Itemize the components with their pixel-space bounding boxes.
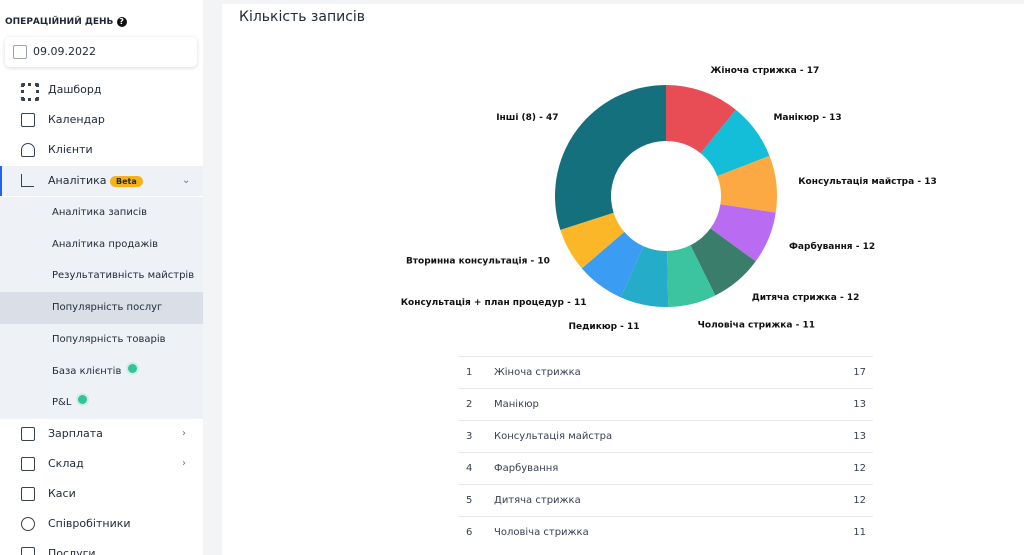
submenu-label: Аналітика записів xyxy=(52,207,147,218)
menu-label: Зарплата xyxy=(48,427,103,440)
slice xyxy=(717,155,777,213)
submenu-item[interactable]: Аналітика продажів xyxy=(0,229,203,261)
menu-item[interactable]: Клієнти xyxy=(0,135,203,165)
menu-label: Аналітика Beta xyxy=(48,166,143,197)
count: 11 xyxy=(853,527,866,539)
submenu-item[interactable]: База клієнтів xyxy=(0,356,203,388)
slice-label: Дитяча стрижка - 12 xyxy=(752,293,860,303)
top-bar xyxy=(222,0,1024,4)
count: 13 xyxy=(853,431,866,442)
row-index: 5 xyxy=(466,495,473,506)
table-row: 5 Дитяча стрижка 12 xyxy=(458,484,873,517)
slice xyxy=(555,85,666,230)
slice-label: Манікюр - 13 xyxy=(773,112,841,123)
submenu-item[interactable]: Популярність товарів xyxy=(0,324,203,356)
service-name: Манікюр xyxy=(494,399,539,410)
table-row: 2 Манікюр 13 xyxy=(458,388,873,421)
row-index: 4 xyxy=(466,463,473,474)
date-picker[interactable]: 09.09.2022 xyxy=(5,37,197,67)
slice-label: Інші (8) - 47 xyxy=(496,112,558,123)
section-title: ОПЕРАЦІЙНИЙ ДЕНЬ ? xyxy=(5,17,127,27)
submenu-label: Популярність послуг xyxy=(52,302,163,313)
menu-label-text: Аналітика xyxy=(48,174,107,187)
menu-label: Послуги xyxy=(48,547,96,555)
submenu-item[interactable]: P&L xyxy=(0,387,203,419)
menu-label: Дашборд xyxy=(48,83,102,96)
menu-label: Каси xyxy=(48,487,76,500)
submenu-label: P&L xyxy=(52,397,72,408)
menu-item[interactable]: Календар xyxy=(0,105,203,135)
slice xyxy=(690,228,756,296)
slice-label: Консультація + план процедур - 11 xyxy=(401,297,587,308)
date: 09.09.2022 xyxy=(33,45,96,58)
submenu-label: Результативність майстрів xyxy=(52,270,195,281)
menu-item[interactable]: Дашборд xyxy=(0,75,203,105)
section-title-text: ОПЕРАЦІЙНИЙ ДЕНЬ xyxy=(5,17,114,27)
row-index: 1 xyxy=(466,367,473,378)
slice-label: Вторинна консультація - 10 xyxy=(406,255,550,266)
submenu-label: Аналітика продажів xyxy=(52,239,159,250)
service-name: Чоловіча стрижка xyxy=(494,527,589,539)
menu-item[interactable]: Аналітика Beta ⌄ xyxy=(0,166,203,196)
table: 1 Жіноча стрижка 17 2 Манікюр 13 3 Консультація… xyxy=(458,356,873,549)
service-name: Фарбування xyxy=(494,463,559,474)
sidebar: ОПЕРАЦІЙНИЙ ДЕНЬ ? 09.09.2022 Дашборд Ка… xyxy=(0,0,203,555)
count: 12 xyxy=(853,463,866,474)
menu-label: Склад xyxy=(48,457,84,470)
submenu-item[interactable]: Аналітика записів xyxy=(0,197,203,229)
service-name: Консультація майстра xyxy=(494,431,613,442)
donut-chart: Жіноча стрижка - 17 Манікюр - 13 Консульта… xyxy=(401,65,937,332)
row-index: 6 xyxy=(466,527,473,539)
slice-label: Педикюр - 11 xyxy=(569,322,640,332)
menu-item[interactable]: Зарплата › xyxy=(0,419,203,449)
menu-item[interactable]: Співробітники xyxy=(0,509,203,539)
submenu-item-selected[interactable]: Популярність послуг xyxy=(0,292,203,324)
menu-item[interactable]: Склад › xyxy=(0,449,203,479)
slice-label: Фарбування - 12 xyxy=(789,241,875,252)
count: 13 xyxy=(853,399,866,410)
slice-label: Жіноча стрижка - 17 xyxy=(710,65,819,76)
slice xyxy=(620,246,669,307)
gutter xyxy=(203,0,222,555)
row-index: 3 xyxy=(466,431,473,442)
service-name: Дитяча стрижка xyxy=(494,495,581,506)
page-title: Кількість записів xyxy=(239,9,366,25)
menu-item[interactable]: Послуги xyxy=(0,539,203,555)
row-index: 2 xyxy=(466,399,473,410)
slice xyxy=(560,212,625,269)
menu-label: Клієнти xyxy=(48,143,93,156)
table-row: 3 Консультація майстра 13 xyxy=(458,420,873,453)
slice xyxy=(667,245,716,307)
service-name: Жіноча стрижка xyxy=(494,367,581,378)
table-row: 6 Чоловіча стрижка 11 xyxy=(458,516,873,549)
submenu-label: Популярність товарів xyxy=(52,334,166,345)
menu-item[interactable]: Каси xyxy=(0,479,203,509)
table-row: 4 Фарбування 12 xyxy=(458,452,873,485)
slice xyxy=(710,204,776,262)
slice xyxy=(666,85,736,154)
menu-label: Співробітники xyxy=(48,517,131,530)
slice xyxy=(700,109,770,177)
slice-label: Консультація майстра - 13 xyxy=(798,176,937,187)
submenu-item[interactable]: Результативність майстрів xyxy=(0,260,203,292)
table-row: 1 Жіноча стрижка 17 xyxy=(458,356,873,389)
count: 17 xyxy=(853,367,866,378)
count: 12 xyxy=(853,495,866,506)
slice-label: Чоловіча стрижка - 11 xyxy=(698,320,815,331)
submenu-label: База клієнтів xyxy=(52,366,122,377)
slice xyxy=(581,231,644,298)
menu-label: Календар xyxy=(48,113,105,126)
badge: Beta xyxy=(110,176,143,187)
